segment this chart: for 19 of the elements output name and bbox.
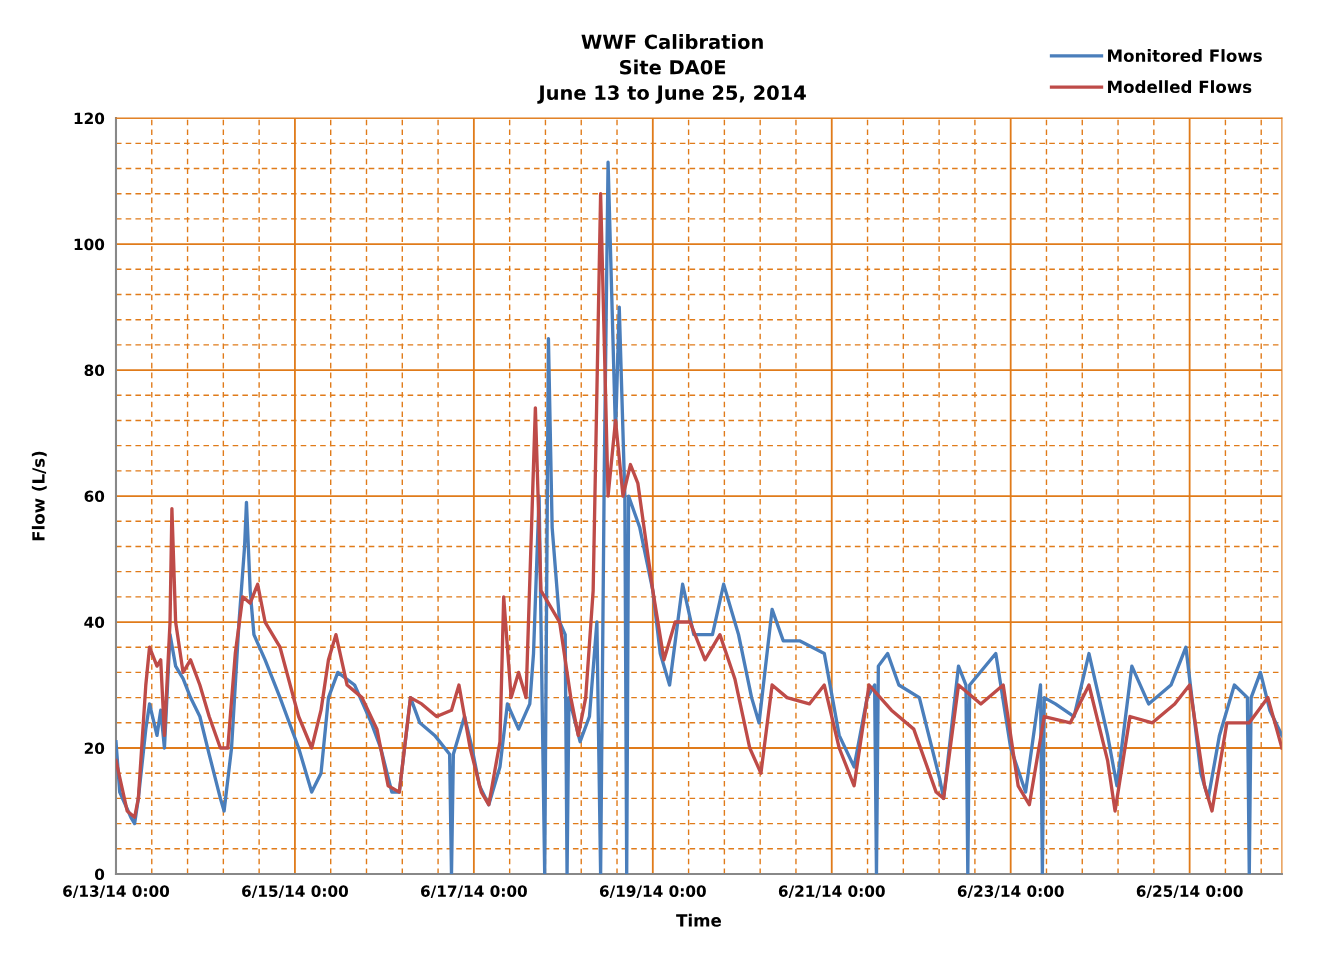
- x-tick-label: 6/23/14 0:00: [957, 885, 1064, 899]
- legend-label: Modelled Flows: [1108, 80, 1252, 94]
- x-tick-label: 6/19/14 0:00: [599, 885, 706, 899]
- y-tick-label: 60: [84, 490, 105, 503]
- y-axis-title: Flow (L/s): [31, 451, 47, 541]
- y-tick-label: 100: [74, 238, 105, 251]
- x-tick-label: 6/17/14 0:00: [421, 885, 527, 899]
- y-tick-label: 80: [84, 364, 105, 377]
- x-tick-label: 6/15/14 0:00: [242, 885, 349, 899]
- legend-label: Monitored Flows: [1108, 49, 1262, 62]
- x-tick-label: 6/21/14 0:00: [778, 885, 885, 899]
- y-tick-label: 120: [74, 112, 105, 125]
- y-tick-label: 40: [84, 616, 105, 629]
- y-tick-label: 0: [94, 868, 105, 880]
- y-tick-label: 20: [84, 742, 105, 755]
- x-axis-title: Time: [676, 913, 722, 927]
- chart-title: WWF Calibration Site DA0E June 13 to June 25, 2014: [537, 34, 806, 104]
- x-tick-label: 6/25/14 0:00: [1136, 885, 1243, 899]
- x-tick-label: 6/13/14 0:00: [63, 885, 170, 899]
